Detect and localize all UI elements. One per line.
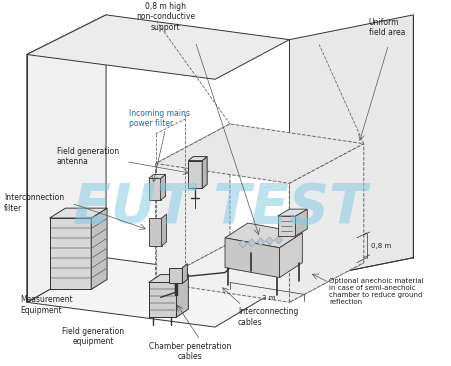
Polygon shape [265, 237, 273, 245]
Polygon shape [155, 243, 363, 302]
Polygon shape [188, 157, 207, 161]
Polygon shape [168, 268, 182, 284]
Polygon shape [295, 209, 307, 236]
Text: 0,8 m high
non-conductive
support: 0,8 m high non-conductive support [136, 2, 195, 32]
Polygon shape [256, 238, 264, 246]
Text: Uniform
field area: Uniform field area [368, 18, 404, 37]
Polygon shape [225, 223, 302, 248]
Text: Measurement
Equipment: Measurement Equipment [20, 295, 72, 315]
Polygon shape [148, 218, 161, 246]
Text: 0,8 m: 0,8 m [370, 243, 390, 249]
Text: Field generation
equipment: Field generation equipment [62, 327, 124, 347]
Polygon shape [289, 144, 363, 302]
Text: EUT TEST: EUT TEST [73, 181, 366, 235]
Polygon shape [161, 214, 166, 246]
Polygon shape [289, 15, 412, 283]
Polygon shape [182, 264, 187, 284]
Polygon shape [50, 208, 107, 218]
Polygon shape [27, 258, 289, 327]
Polygon shape [155, 124, 230, 283]
Polygon shape [176, 274, 188, 317]
Text: Incoming mains
power filter: Incoming mains power filter [129, 109, 189, 128]
Polygon shape [160, 175, 165, 200]
Polygon shape [279, 233, 302, 277]
Polygon shape [148, 274, 188, 283]
Polygon shape [277, 209, 307, 216]
Polygon shape [155, 124, 363, 183]
Text: Interconnection
filter: Interconnection filter [4, 193, 64, 213]
Polygon shape [202, 157, 207, 188]
Polygon shape [225, 238, 279, 277]
Polygon shape [239, 240, 246, 248]
Polygon shape [91, 208, 107, 290]
Polygon shape [277, 216, 295, 236]
Polygon shape [27, 15, 289, 79]
Polygon shape [247, 239, 255, 247]
Text: 3 m: 3 m [261, 295, 275, 301]
Text: Interconnecting
cables: Interconnecting cables [237, 307, 298, 327]
Polygon shape [148, 178, 160, 200]
Polygon shape [274, 236, 282, 244]
Polygon shape [50, 218, 91, 290]
Polygon shape [27, 15, 106, 302]
Text: Field generation
antenna: Field generation antenna [56, 147, 118, 166]
Text: Optional anechoic material
in case of semi-anechoic
chamber to reduce ground
ref: Optional anechoic material in case of se… [328, 277, 423, 305]
Polygon shape [148, 283, 176, 317]
Polygon shape [188, 161, 202, 188]
Polygon shape [148, 175, 165, 178]
Text: Chamber penetration
cables: Chamber penetration cables [149, 342, 231, 361]
